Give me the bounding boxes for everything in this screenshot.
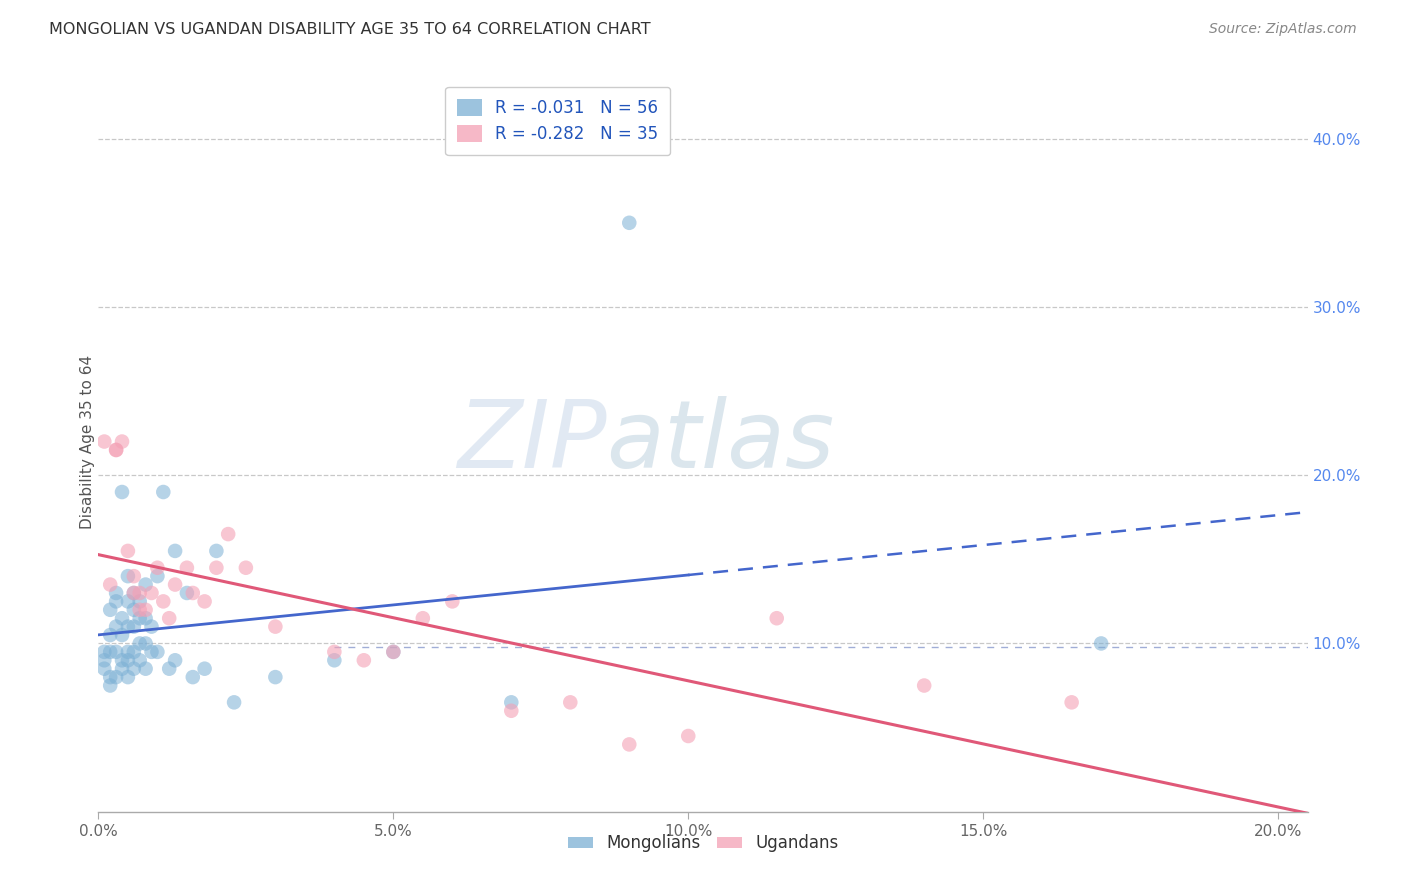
Point bbox=[678, 729, 700, 743]
Point bbox=[117, 645, 139, 659]
Point bbox=[105, 645, 128, 659]
Point bbox=[1060, 695, 1083, 709]
Point bbox=[135, 636, 157, 650]
Point bbox=[501, 695, 523, 709]
Point bbox=[111, 434, 134, 449]
Point bbox=[135, 662, 157, 676]
Point bbox=[146, 645, 169, 659]
Point bbox=[117, 653, 139, 667]
Point bbox=[128, 653, 150, 667]
Point bbox=[141, 645, 163, 659]
Point bbox=[105, 594, 128, 608]
Point bbox=[135, 603, 157, 617]
Point bbox=[117, 544, 139, 558]
Point bbox=[98, 679, 121, 693]
Point bbox=[181, 670, 204, 684]
Point bbox=[264, 670, 287, 684]
Point bbox=[98, 577, 121, 591]
Point bbox=[122, 603, 145, 617]
Point bbox=[93, 434, 115, 449]
Point bbox=[412, 611, 434, 625]
Point bbox=[105, 619, 128, 633]
Point bbox=[98, 628, 121, 642]
Point bbox=[117, 670, 139, 684]
Text: Source: ZipAtlas.com: Source: ZipAtlas.com bbox=[1209, 22, 1357, 37]
Point bbox=[181, 586, 204, 600]
Point bbox=[122, 645, 145, 659]
Point bbox=[165, 544, 187, 558]
Point bbox=[93, 662, 115, 676]
Point bbox=[117, 594, 139, 608]
Point bbox=[122, 662, 145, 676]
Point bbox=[128, 603, 150, 617]
Text: atlas: atlas bbox=[606, 396, 835, 487]
Point bbox=[111, 485, 134, 500]
Point bbox=[117, 569, 139, 583]
Point bbox=[205, 560, 228, 574]
Point bbox=[382, 645, 405, 659]
Point bbox=[128, 611, 150, 625]
Point bbox=[165, 577, 187, 591]
Point bbox=[217, 527, 239, 541]
Legend: Mongolians, Ugandans: Mongolians, Ugandans bbox=[561, 828, 845, 859]
Point bbox=[98, 645, 121, 659]
Point bbox=[912, 679, 935, 693]
Point bbox=[111, 628, 134, 642]
Point bbox=[152, 485, 174, 500]
Point bbox=[1090, 636, 1112, 650]
Point bbox=[264, 619, 287, 633]
Point bbox=[105, 442, 128, 457]
Point bbox=[105, 670, 128, 684]
Point bbox=[619, 216, 641, 230]
Point bbox=[122, 569, 145, 583]
Text: MONGOLIAN VS UGANDAN DISABILITY AGE 35 TO 64 CORRELATION CHART: MONGOLIAN VS UGANDAN DISABILITY AGE 35 T… bbox=[49, 22, 651, 37]
Point bbox=[176, 560, 198, 574]
Point bbox=[128, 586, 150, 600]
Point bbox=[141, 586, 163, 600]
Point bbox=[560, 695, 582, 709]
Y-axis label: Disability Age 35 to 64: Disability Age 35 to 64 bbox=[80, 354, 94, 529]
Point bbox=[93, 645, 115, 659]
Point bbox=[441, 594, 464, 608]
Point bbox=[382, 645, 405, 659]
Point bbox=[146, 560, 169, 574]
Point bbox=[93, 653, 115, 667]
Point bbox=[128, 636, 150, 650]
Point bbox=[98, 670, 121, 684]
Point bbox=[105, 586, 128, 600]
Point bbox=[98, 603, 121, 617]
Point bbox=[111, 662, 134, 676]
Point bbox=[111, 611, 134, 625]
Point bbox=[128, 594, 150, 608]
Point bbox=[135, 577, 157, 591]
Point bbox=[501, 704, 523, 718]
Point bbox=[105, 442, 128, 457]
Point bbox=[122, 586, 145, 600]
Point bbox=[157, 662, 180, 676]
Point bbox=[122, 586, 145, 600]
Text: ZIP: ZIP bbox=[457, 396, 606, 487]
Point bbox=[765, 611, 787, 625]
Point bbox=[222, 695, 245, 709]
Point bbox=[122, 619, 145, 633]
Point bbox=[146, 569, 169, 583]
Point bbox=[323, 645, 346, 659]
Point bbox=[152, 594, 174, 608]
Point bbox=[117, 619, 139, 633]
Point bbox=[323, 653, 346, 667]
Point bbox=[141, 619, 163, 633]
Point bbox=[165, 653, 187, 667]
Point bbox=[157, 611, 180, 625]
Point bbox=[235, 560, 257, 574]
Point bbox=[194, 594, 217, 608]
Point bbox=[135, 611, 157, 625]
Point bbox=[111, 653, 134, 667]
Point bbox=[176, 586, 198, 600]
Point bbox=[205, 544, 228, 558]
Point bbox=[194, 662, 217, 676]
Point bbox=[353, 653, 375, 667]
Point bbox=[619, 738, 641, 752]
